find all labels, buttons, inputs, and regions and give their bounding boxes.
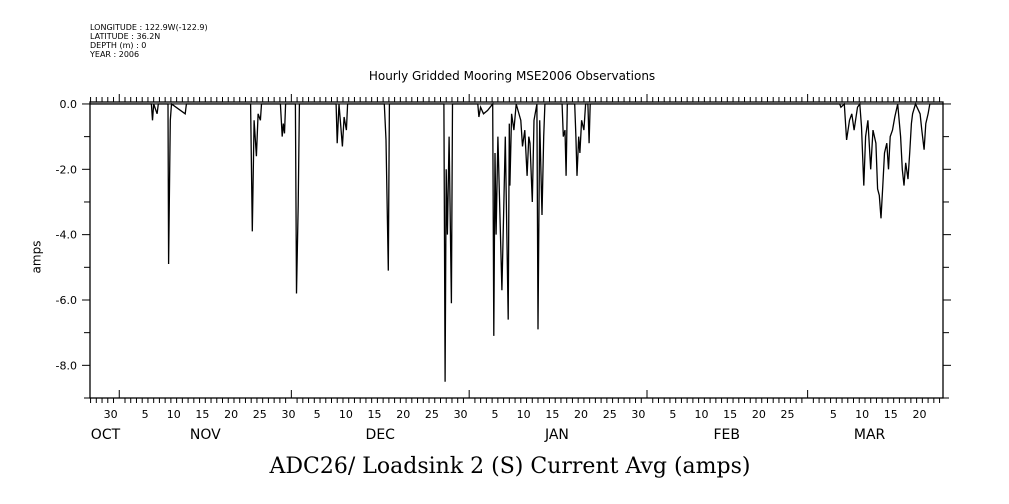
y-tick-label: -8.0 [56, 359, 77, 372]
x-tick-label: 25 [253, 408, 267, 421]
x-tick-label: 10 [167, 408, 181, 421]
x-axis-label: ADC26/ Loadsink 2 (S) Current Avg (amps) [269, 454, 751, 479]
month-label: JAN [544, 427, 569, 443]
depth-label: DEPTH (m) : 0 [90, 41, 147, 50]
x-tick-label: 20 [224, 408, 238, 421]
data-series-line [90, 102, 943, 382]
x-tick-label: 25 [603, 408, 617, 421]
y-tick-label: -2.0 [56, 163, 77, 176]
x-tick-label: 5 [830, 408, 837, 421]
month-label: FEB [713, 427, 740, 443]
y-tick-label: -6.0 [56, 294, 77, 307]
y-tick-label: -4.0 [56, 229, 77, 242]
x-tick-label: 10 [855, 408, 869, 421]
x-tick-label: 20 [752, 408, 766, 421]
x-tick-label: 15 [545, 408, 559, 421]
x-tick-label: 25 [425, 408, 439, 421]
x-tick-label: 15 [368, 408, 382, 421]
x-tick-label: 15 [723, 408, 737, 421]
x-tick-label: 30 [104, 408, 118, 421]
x-tick-label: 15 [884, 408, 898, 421]
x-tick-label: 10 [694, 408, 708, 421]
x-tick-label: 5 [669, 408, 676, 421]
x-tick-label: 30 [454, 408, 468, 421]
x-tick-label: 30 [631, 408, 645, 421]
month-label: NOV [190, 427, 221, 443]
y-tick-label: 0.0 [60, 98, 78, 111]
x-tick-label: 20 [396, 408, 410, 421]
year-label: YEAR : 2006 [90, 50, 140, 59]
longitude-label: LONGITUDE : 122.9W(-122.9) [90, 23, 208, 32]
month-label: MAR [854, 427, 886, 443]
x-tick-label: 10 [517, 408, 531, 421]
x-tick-label: 20 [912, 408, 926, 421]
latitude-label: LATITUDE : 36.2N [90, 32, 161, 41]
x-tick-label: 5 [491, 408, 498, 421]
x-tick-label: 30 [281, 408, 295, 421]
chart-title: Hourly Gridded Mooring MSE2006 Observati… [368, 69, 656, 83]
month-label: DEC [366, 427, 396, 443]
x-tick-label: 15 [195, 408, 209, 421]
x-tick-label: 5 [314, 408, 321, 421]
x-tick-label: 20 [574, 408, 588, 421]
x-tick-label: 25 [781, 408, 795, 421]
x-tick-label: 10 [339, 408, 353, 421]
month-label: OCT [91, 427, 121, 443]
plot-frame [89, 101, 944, 399]
x-tick-label: 5 [142, 408, 149, 421]
